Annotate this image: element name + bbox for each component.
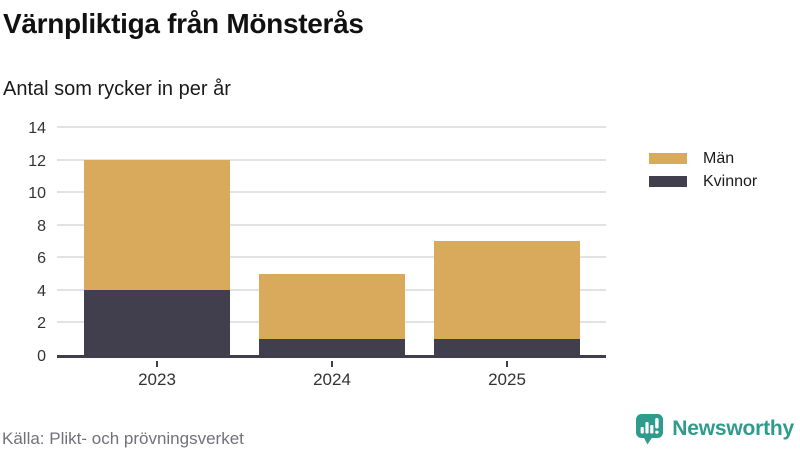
plot-area — [57, 126, 606, 358]
newsworthy-logo: Newsworthy — [635, 413, 794, 445]
legend-label-man: Män — [703, 149, 735, 167]
chart-title: Värnpliktiga från Mönsterås — [3, 8, 364, 39]
gridline-y12 — [57, 158, 606, 161]
gridline-y8 — [57, 223, 606, 226]
x-tick-2025 — [506, 361, 508, 367]
chart-subtitle: Antal som rycker in per år — [3, 78, 231, 100]
x-tick-2024 — [331, 361, 333, 367]
x-tick-label-2024: 2024 — [313, 370, 351, 389]
y-tick-label-6: 6 — [37, 250, 46, 268]
x-axis: 2023 2024 2025 — [57, 361, 606, 395]
y-tick-label-0: 0 — [37, 348, 46, 365]
source-attribution: Källa: Plikt- och prövningsverket — [2, 429, 244, 448]
legend: Män Kvinnor — [649, 147, 757, 193]
gridline-y6 — [57, 256, 606, 259]
legend-label-kvinnor: Kvinnor — [703, 172, 758, 190]
y-tick-label-10: 10 — [28, 185, 46, 203]
newsworthy-wordmark: Newsworthy — [672, 417, 794, 440]
bar-2024-män — [259, 273, 405, 339]
bar-2023-män — [84, 159, 230, 290]
legend-swatch-man — [649, 153, 687, 164]
bar-2025-män — [434, 241, 580, 339]
y-tick-label-4: 4 — [37, 282, 46, 300]
legend-item-kvinnor: Kvinnor — [649, 170, 757, 193]
y-tick-label-8: 8 — [37, 217, 46, 235]
legend-swatch-kvinnor — [649, 176, 687, 187]
y-tick-label-14: 14 — [28, 120, 46, 137]
newsworthy-speech-bubble-chart-icon — [636, 414, 664, 445]
bar-2023-kvinnor — [84, 289, 230, 355]
y-axis: 0 2 4 6 8 10 12 14 — [0, 120, 46, 365]
y-tick-label-12: 12 — [28, 152, 46, 170]
gridline-y14 — [57, 126, 606, 128]
x-tick-label-2023: 2023 — [138, 370, 176, 389]
bar-2024-kvinnor — [259, 338, 405, 355]
gridline-y10 — [57, 191, 606, 194]
bar-2025-kvinnor — [434, 338, 580, 355]
y-tick-label-2: 2 — [37, 315, 46, 333]
x-tick-2023 — [156, 361, 158, 367]
x-tick-label-2025: 2025 — [488, 370, 526, 389]
legend-item-man: Män — [649, 147, 757, 170]
